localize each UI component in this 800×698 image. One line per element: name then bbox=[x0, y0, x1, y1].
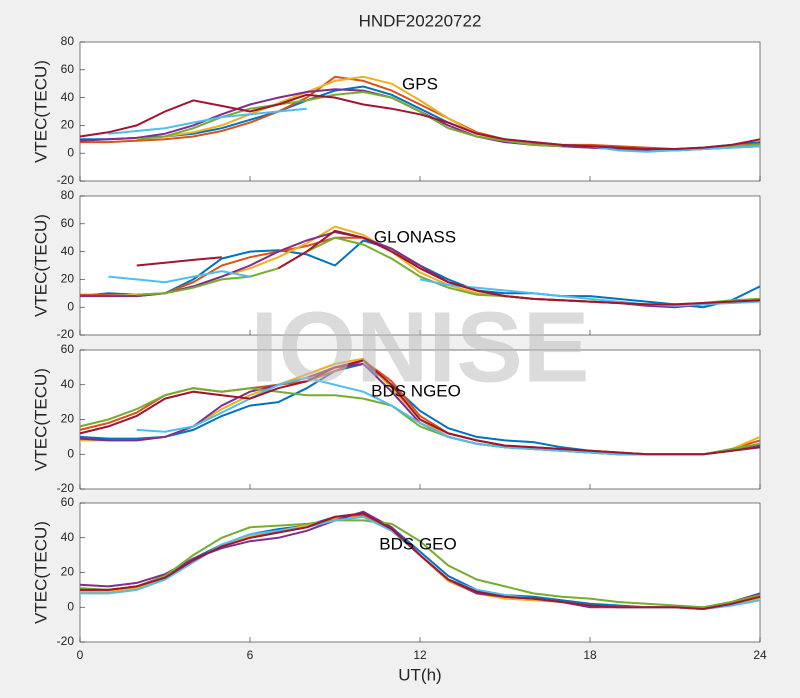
series-line bbox=[108, 270, 761, 307]
y-tick-label: 60 bbox=[61, 342, 75, 356]
annotation: GLONASS bbox=[374, 227, 456, 246]
y-tick-label: -20 bbox=[57, 481, 75, 495]
plot-area bbox=[79, 502, 761, 643]
y-tick-label: 80 bbox=[61, 188, 75, 202]
y-axis-label: VTEC(TECU) bbox=[31, 521, 50, 624]
annotation: BDS NGEO bbox=[371, 381, 461, 400]
y-tick-label: 60 bbox=[61, 495, 75, 509]
x-tick-label: 18 bbox=[583, 648, 597, 662]
y-axis-label: VTEC(TECU) bbox=[31, 368, 50, 471]
lines bbox=[79, 510, 761, 611]
y-tick-label: 40 bbox=[61, 90, 75, 104]
series-line bbox=[136, 229, 761, 306]
series-line bbox=[80, 231, 761, 309]
y-axis-label: VTEC(TECU) bbox=[31, 214, 50, 317]
chart-title: HNDF20220722 bbox=[359, 11, 482, 30]
y-tick-label: 80 bbox=[61, 34, 75, 48]
y-tick-label: -20 bbox=[57, 173, 75, 187]
y-tick-label: 60 bbox=[61, 216, 75, 230]
lines bbox=[79, 75, 761, 153]
y-tick-label: 0 bbox=[67, 599, 74, 613]
y-tick-label: -20 bbox=[57, 327, 75, 341]
y-tick-label: 0 bbox=[67, 446, 74, 460]
x-tick-label: 24 bbox=[753, 648, 767, 662]
x-tick-label: 0 bbox=[77, 648, 84, 662]
y-tick-label: 40 bbox=[61, 377, 75, 391]
series-line bbox=[79, 93, 761, 150]
lines bbox=[79, 357, 761, 456]
y-tick-label: 40 bbox=[61, 530, 75, 544]
annotation: BDS GEO bbox=[379, 534, 456, 553]
y-tick-label: 0 bbox=[67, 145, 74, 159]
annotation: GPS bbox=[402, 74, 438, 93]
y-tick-label: 60 bbox=[61, 62, 75, 76]
y-tick-label: 20 bbox=[61, 412, 75, 426]
y-tick-label: 20 bbox=[61, 272, 75, 286]
series-line bbox=[79, 519, 761, 609]
watermark: IONISE bbox=[251, 291, 590, 403]
y-tick-label: 20 bbox=[61, 118, 75, 132]
x-tick-label: 12 bbox=[413, 648, 427, 662]
y-tick-label: 40 bbox=[61, 244, 75, 258]
y-tick-label: -20 bbox=[57, 634, 75, 648]
series-line bbox=[79, 359, 761, 456]
y-tick-label: 0 bbox=[67, 299, 74, 313]
y-axis-label: VTEC(TECU) bbox=[31, 60, 50, 163]
lines bbox=[79, 225, 761, 309]
y-tick-label: 20 bbox=[61, 565, 75, 579]
series-line bbox=[80, 512, 761, 611]
x-tick-label: 6 bbox=[247, 648, 254, 662]
series-line bbox=[80, 75, 761, 150]
x-axis-label: UT(h) bbox=[398, 665, 441, 684]
